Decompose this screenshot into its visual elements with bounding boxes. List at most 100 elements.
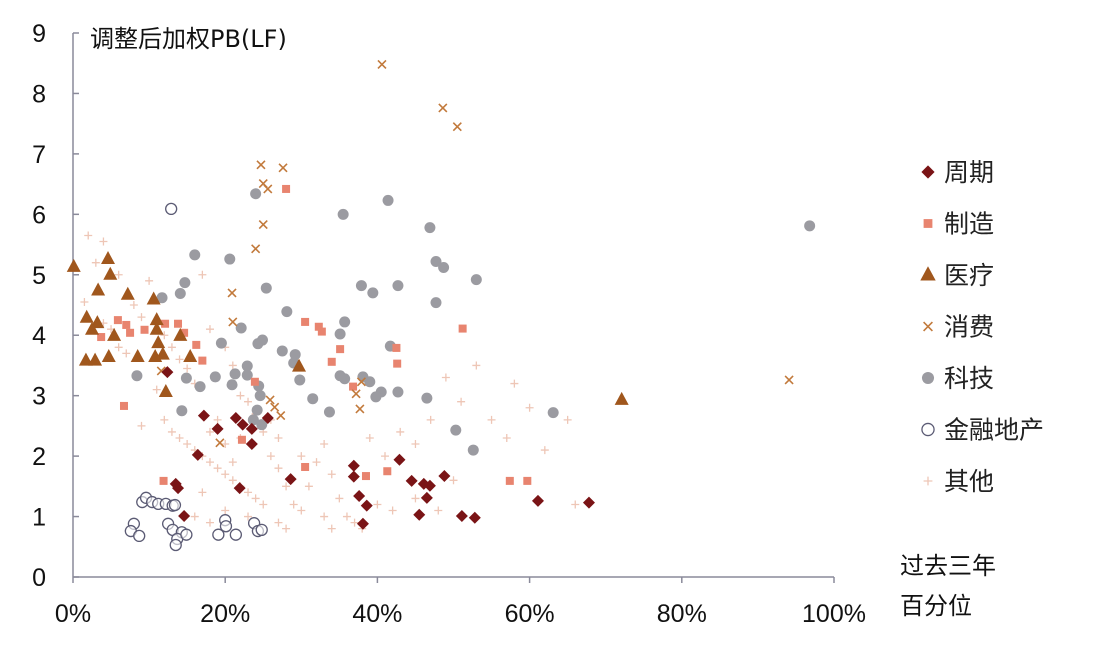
- data-point-circle: [470, 274, 482, 286]
- data-point-circle: [339, 316, 351, 328]
- data-point-x: [256, 160, 266, 170]
- data-point-diamond: [191, 448, 204, 461]
- data-point-plus: [91, 258, 100, 267]
- data-point-diamond: [245, 422, 258, 435]
- data-point-square: [317, 327, 326, 336]
- data-point-plus: [205, 325, 214, 334]
- data-point-diamond: [236, 418, 249, 431]
- series-1: [97, 184, 532, 485]
- data-point-square: [282, 184, 291, 193]
- data-point-square: [505, 476, 514, 485]
- x-tick-label: 40%: [352, 600, 402, 628]
- data-point-circle: [392, 386, 404, 398]
- data-point-square: [314, 322, 323, 331]
- x-tick-label: 20%: [200, 600, 250, 628]
- data-point-square: [301, 317, 310, 326]
- data-point-square: [97, 333, 106, 342]
- data-point-circle: [250, 188, 262, 200]
- data-point-x: [228, 317, 238, 327]
- data-point-plus: [213, 415, 222, 424]
- data-point-plus: [221, 440, 230, 449]
- data-point-triangle: [88, 352, 103, 366]
- data-point-square: [301, 462, 310, 471]
- data-point-diamond: [423, 479, 436, 492]
- data-point-plus: [388, 506, 397, 515]
- data-point-square: [140, 325, 149, 334]
- data-point-square: [237, 435, 246, 444]
- data-point-plus: [160, 415, 169, 424]
- data-point-diamond: [393, 453, 406, 466]
- data-point-circle: [382, 194, 394, 206]
- data-point-plus: [137, 421, 146, 430]
- data-point-plus: [472, 361, 481, 370]
- data-point-diamond: [468, 511, 481, 524]
- data-point-plus: [327, 524, 336, 533]
- axes: 0 1 2 3 4 5 6 7 8 9 0% 20% 40% 60% 80% 100%: [32, 20, 866, 628]
- data-point-circle: [215, 337, 227, 349]
- data-point-triangle: [91, 282, 106, 296]
- data-point-square: [180, 328, 189, 337]
- y-axis-label: 调整后加权PB(LF): [90, 25, 287, 53]
- data-point-square: [361, 472, 370, 481]
- data-point-plus: [190, 512, 199, 521]
- data-point-triangle: [107, 327, 122, 341]
- data-point-plus: [457, 397, 466, 406]
- data-point-open-circle: [229, 528, 243, 541]
- data-point-plus: [297, 506, 306, 515]
- y-tick-label: 2: [32, 443, 46, 471]
- data-point-circle: [247, 414, 259, 426]
- data-point-plus: [244, 397, 253, 406]
- data-point-x: [265, 395, 275, 405]
- data-point-diamond: [353, 490, 366, 503]
- data-point-circle: [131, 370, 143, 382]
- legend-item: 周期: [921, 158, 994, 187]
- data-point-circle: [370, 391, 382, 403]
- data-point-plus: [167, 427, 176, 436]
- data-point-triangle: [149, 312, 164, 326]
- data-point-square: [523, 476, 532, 485]
- x-axis-label-line2: 百分位: [900, 592, 972, 620]
- data-point-plus: [274, 464, 283, 473]
- data-point-diamond: [582, 496, 595, 509]
- data-point-circle: [438, 262, 450, 274]
- data-point-open-circle: [168, 498, 182, 512]
- data-point-x: [784, 375, 794, 385]
- data-point-diamond: [284, 473, 297, 486]
- data-point-plus: [274, 433, 283, 442]
- data-point-triangle: [78, 352, 93, 366]
- y-tick-label: 3: [32, 383, 46, 411]
- data-point-plus: [510, 379, 519, 388]
- series-6: [80, 231, 580, 533]
- data-point-x: [227, 288, 237, 298]
- y-tick-label: 1: [32, 504, 46, 532]
- legend-label: 制造: [944, 210, 994, 239]
- legend-label: 其他: [944, 467, 994, 496]
- x-tick-label: 60%: [505, 600, 555, 628]
- data-point-triangle: [155, 346, 170, 360]
- data-point-plus: [122, 349, 131, 358]
- data-point-x: [356, 377, 366, 387]
- data-point-plus: [563, 415, 572, 424]
- data-point-plus: [198, 270, 207, 279]
- legend-marker-triangle: [920, 266, 936, 281]
- data-point-diamond: [356, 517, 369, 530]
- data-point-x: [258, 220, 268, 230]
- data-point-plus: [183, 440, 192, 449]
- data-point-diamond: [245, 438, 258, 451]
- data-point-diamond: [261, 412, 274, 425]
- legend-item: 制造: [923, 210, 994, 239]
- data-point-circle: [421, 392, 433, 404]
- data-point-diamond: [229, 412, 242, 425]
- data-point-open-circle: [212, 528, 225, 541]
- legend-item: 其他: [923, 467, 994, 496]
- data-point-square: [119, 401, 128, 410]
- data-marks: [66, 59, 816, 552]
- legend-marker-open-circle: [921, 422, 935, 437]
- data-point-plus: [228, 361, 237, 370]
- y-tick-label: 6: [32, 201, 46, 229]
- data-point-circle: [235, 322, 247, 334]
- series-5: [124, 202, 268, 552]
- data-point-plus: [228, 476, 237, 485]
- data-point-plus: [137, 313, 146, 322]
